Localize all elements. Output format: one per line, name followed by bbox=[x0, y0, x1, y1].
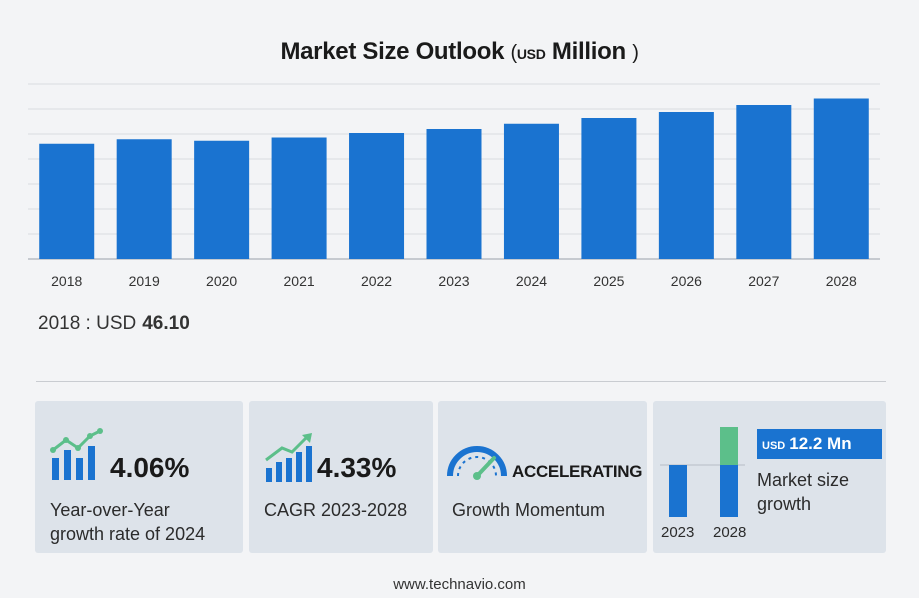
growth-value: 12.2 Mn bbox=[789, 434, 852, 453]
mini-bar-2023 bbox=[669, 465, 687, 517]
momentum-card bbox=[438, 401, 647, 553]
base-year-label: 2018 : USD bbox=[38, 313, 137, 334]
x-tick-label-2018: 2018 bbox=[51, 273, 82, 289]
growth-caption-2: growth bbox=[757, 494, 812, 514]
bar-2018 bbox=[39, 143, 95, 259]
mini-bar-growth bbox=[720, 427, 738, 465]
x-tick-label-2026: 2026 bbox=[671, 273, 702, 289]
momentum-caption: Growth Momentum bbox=[452, 500, 606, 520]
cagr-caption: CAGR 2023-2028 bbox=[264, 500, 408, 520]
rising-bars-icon bbox=[265, 433, 312, 482]
growth-card bbox=[653, 401, 886, 553]
momentum-value: ACCELERATING bbox=[512, 462, 643, 481]
yoy-caption-1: Year-over-Year bbox=[50, 500, 170, 520]
yoy-value: 4.06% bbox=[110, 452, 190, 483]
base-year-number: 46.10 bbox=[142, 313, 190, 334]
bar-2028 bbox=[813, 98, 869, 259]
x-tick-label-2028: 2028 bbox=[826, 273, 857, 289]
bar-2024 bbox=[503, 123, 559, 259]
bar-2027 bbox=[736, 105, 792, 259]
x-tick-label-2021: 2021 bbox=[284, 273, 315, 289]
chart-title: Market Size Outlook (USD Million ) bbox=[0, 38, 919, 66]
bar-2023 bbox=[426, 129, 482, 259]
title-unit: Million bbox=[551, 38, 626, 65]
growth-caption-1: Market size bbox=[757, 470, 850, 490]
growth-currency: USD bbox=[762, 440, 786, 452]
x-tick-label-2025: 2025 bbox=[593, 273, 624, 289]
title-paren-open: ( bbox=[510, 42, 518, 64]
x-tick-label-2023: 2023 bbox=[438, 273, 469, 289]
mini-bar-2028 bbox=[720, 465, 738, 517]
bar-chart: 2018 2019 2020 2021 2022 2023 2024 2025 2026 2027… bbox=[28, 83, 880, 289]
title-paren-close: ) bbox=[632, 42, 639, 64]
bar-2021 bbox=[271, 137, 327, 259]
growth-year-end: 2028 bbox=[713, 524, 747, 541]
growth-value-badge: USD 12.2 Mn bbox=[757, 429, 882, 459]
x-tick-label-2027: 2027 bbox=[748, 273, 779, 289]
x-tick-label-2020: 2020 bbox=[206, 273, 237, 289]
yoy-caption-2: growth rate of 2024 bbox=[50, 524, 206, 544]
base-year-value: 2018 : USD 46.10 bbox=[38, 313, 190, 335]
growth-mini-chart bbox=[660, 427, 745, 517]
chart-title-main: Market Size Outlook bbox=[280, 38, 505, 65]
footer-url: www.technavio.com bbox=[393, 576, 526, 593]
bar-2026 bbox=[658, 112, 714, 259]
bar-2022 bbox=[349, 133, 405, 259]
divider bbox=[36, 381, 886, 382]
x-tick-label-2022: 2022 bbox=[361, 273, 392, 289]
cagr-value: 4.33% bbox=[317, 452, 397, 483]
bar-2025 bbox=[581, 118, 637, 259]
x-tick-label-2024: 2024 bbox=[516, 273, 547, 289]
x-tick-label-2019: 2019 bbox=[129, 273, 160, 289]
title-currency: USD bbox=[516, 46, 546, 62]
growth-chart-icon bbox=[50, 428, 103, 480]
bar-2020 bbox=[194, 140, 250, 259]
growth-year-start: 2023 bbox=[661, 524, 695, 541]
bar-2019 bbox=[116, 139, 172, 259]
speedometer-icon bbox=[447, 446, 507, 480]
